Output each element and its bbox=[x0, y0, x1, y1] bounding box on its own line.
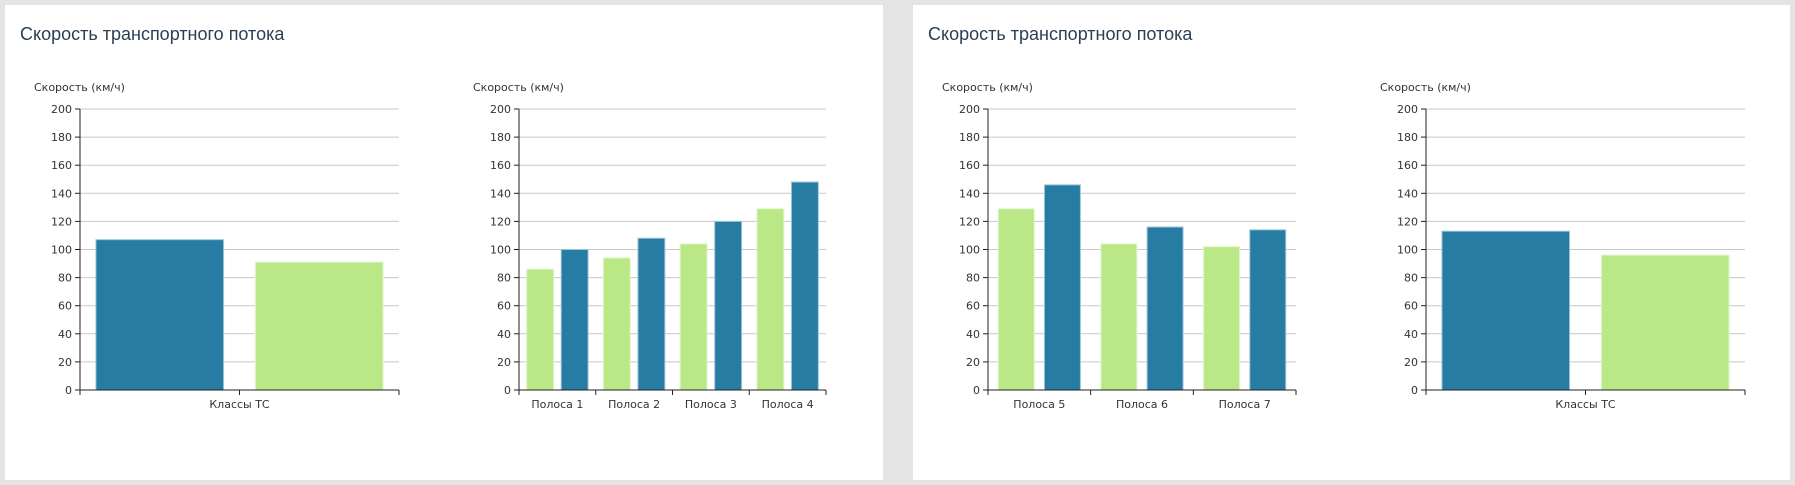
y-tick-label: 140 bbox=[959, 187, 980, 200]
y-tick-label: 120 bbox=[959, 215, 980, 228]
y-tick-label: 100 bbox=[1397, 244, 1418, 257]
y-tick-label: 20 bbox=[1404, 356, 1418, 369]
y-tick-label: 200 bbox=[51, 103, 72, 116]
y-tick-label: 180 bbox=[1397, 131, 1418, 144]
y-tick-label: 160 bbox=[490, 159, 511, 172]
bar-series-green[interactable] bbox=[679, 243, 708, 391]
y-tick-label: 0 bbox=[504, 384, 511, 397]
y-tick-label: 100 bbox=[490, 244, 511, 257]
y-tick-label: 0 bbox=[973, 384, 980, 397]
x-tick-label: Полоса 7 bbox=[1219, 398, 1271, 411]
y-tick-label: 20 bbox=[58, 356, 72, 369]
y-tick-label: 60 bbox=[58, 300, 72, 313]
bar-series-blue[interactable] bbox=[1146, 226, 1184, 391]
y-tick-label: 60 bbox=[966, 300, 980, 313]
x-tick-label: Классы ТС bbox=[209, 398, 270, 411]
bar-series-blue[interactable] bbox=[95, 239, 225, 391]
x-tick-label: Полоса 1 bbox=[531, 398, 583, 411]
y-tick-label: 80 bbox=[1404, 272, 1418, 285]
bar-series-green[interactable] bbox=[602, 257, 631, 391]
y-tick-label: 40 bbox=[58, 328, 72, 341]
x-tick-label: Полоса 4 bbox=[762, 398, 814, 411]
y-tick-label: 160 bbox=[1397, 159, 1418, 172]
x-tick-label: Полоса 6 bbox=[1116, 398, 1168, 411]
y-tick-label: 80 bbox=[966, 272, 980, 285]
y-tick-label: 140 bbox=[1397, 187, 1418, 200]
y-tick-label: 200 bbox=[490, 103, 511, 116]
x-tick-label: Полоса 5 bbox=[1013, 398, 1065, 411]
y-tick-label: 60 bbox=[1404, 300, 1418, 313]
y-tick-label: 40 bbox=[1404, 328, 1418, 341]
y-tick-label: 80 bbox=[497, 272, 511, 285]
y-tick-label: 180 bbox=[51, 131, 72, 144]
bar-series-blue[interactable] bbox=[637, 237, 666, 391]
y-tick-label: 160 bbox=[959, 159, 980, 172]
y-tick-label: 80 bbox=[58, 272, 72, 285]
y-tick-label: 120 bbox=[51, 215, 72, 228]
y-tick-label: 20 bbox=[497, 356, 511, 369]
y-tick-label: 200 bbox=[959, 103, 980, 116]
y-tick-label: 180 bbox=[959, 131, 980, 144]
y-tick-label: 180 bbox=[490, 131, 511, 144]
bar-series-green[interactable] bbox=[254, 261, 384, 391]
panel-title: Скорость транспортного потока bbox=[20, 24, 285, 44]
panel-title: Скорость транспортного потока bbox=[928, 24, 1193, 44]
y-tick-label: 0 bbox=[65, 384, 72, 397]
y-axis-label: Скорость (км/ч) bbox=[942, 81, 1033, 94]
bar-series-green[interactable] bbox=[1100, 243, 1138, 391]
y-tick-label: 120 bbox=[490, 215, 511, 228]
x-tick-label: Классы ТС bbox=[1555, 398, 1616, 411]
y-axis-label: Скорость (км/ч) bbox=[1380, 81, 1471, 94]
y-tick-label: 60 bbox=[497, 300, 511, 313]
y-tick-label: 160 bbox=[51, 159, 72, 172]
y-tick-label: 140 bbox=[490, 187, 511, 200]
y-tick-label: 40 bbox=[497, 328, 511, 341]
y-axis-label: Скорость (км/ч) bbox=[34, 81, 125, 94]
y-tick-label: 20 bbox=[966, 356, 980, 369]
y-tick-label: 200 bbox=[1397, 103, 1418, 116]
bar-series-blue[interactable] bbox=[560, 249, 589, 391]
x-tick-label: Полоса 3 bbox=[685, 398, 737, 411]
bar-series-blue[interactable] bbox=[1043, 184, 1081, 391]
y-tick-label: 140 bbox=[51, 187, 72, 200]
y-tick-label: 120 bbox=[1397, 215, 1418, 228]
y-tick-label: 100 bbox=[51, 244, 72, 257]
bar-series-green[interactable] bbox=[1600, 254, 1730, 391]
y-axis-label: Скорость (км/ч) bbox=[473, 81, 564, 94]
bar-series-green[interactable] bbox=[756, 208, 785, 391]
bar-series-green[interactable] bbox=[997, 208, 1035, 391]
x-tick-label: Полоса 2 bbox=[608, 398, 660, 411]
bar-series-blue[interactable] bbox=[1441, 230, 1571, 391]
bar-series-blue[interactable] bbox=[714, 220, 743, 391]
bar-series-blue[interactable] bbox=[1249, 229, 1287, 391]
y-tick-label: 100 bbox=[959, 244, 980, 257]
y-tick-label: 0 bbox=[1411, 384, 1418, 397]
y-tick-label: 40 bbox=[966, 328, 980, 341]
